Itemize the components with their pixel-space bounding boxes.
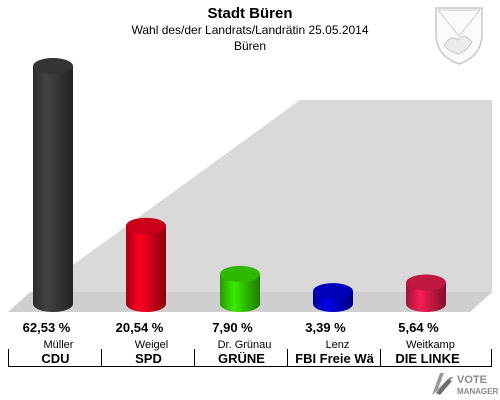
party-label-1: CDU (41, 352, 70, 365)
party-label-5: DIE LINKE (395, 352, 460, 365)
check-mark-icon (432, 373, 454, 395)
bar-spd (126, 225, 166, 312)
logo-line-2: MANAGER (457, 387, 498, 396)
logo-line-1: VOTE (457, 374, 487, 386)
candidate-name-4: Lenz (325, 339, 350, 351)
label-divider (491, 349, 492, 367)
candidate-name-1: Müller (43, 339, 74, 351)
value-label-5: 5,64 % (398, 320, 439, 335)
label-divider (380, 349, 381, 367)
label-divider (101, 349, 102, 367)
label-divider (287, 349, 288, 367)
candidate-name-2: Weigel (134, 339, 169, 351)
party-label-4: FBI Freie Wä (295, 352, 374, 365)
bar-gr-ne (220, 273, 260, 312)
label-divider (194, 349, 195, 367)
bar-top-3 (220, 265, 260, 282)
bar-top-1 (33, 58, 73, 74)
party-label-2: SPD (135, 352, 162, 365)
party-label-3: GRÜNE (218, 352, 265, 365)
label-divider (8, 349, 9, 367)
value-label-4: 3,39 % (305, 320, 346, 335)
value-label-2: 20,54 % (115, 320, 164, 335)
label-baseline (8, 366, 492, 367)
chart-subtitle: Wahl des/der Landrats/Landrätin 25.05.20… (131, 23, 369, 37)
bar-top-2 (126, 217, 166, 234)
chart-title: Stadt Büren (207, 5, 293, 22)
bar-cdu (33, 66, 73, 312)
coat-of-arms-icon (435, 7, 483, 65)
bar-top-5 (406, 274, 446, 291)
candidate-name-3: Dr. Grünau (217, 339, 272, 351)
candidate-name-5: Weitkamp (406, 339, 455, 351)
value-label-3: 7,90 % (212, 320, 253, 335)
bar-top-4 (313, 283, 353, 300)
value-label-1: 62,53 % (22, 320, 71, 335)
vote-manager-logo: VOTE MANAGER (432, 373, 498, 396)
chart-place: Büren (233, 39, 267, 53)
bar-die-linke (406, 282, 446, 312)
